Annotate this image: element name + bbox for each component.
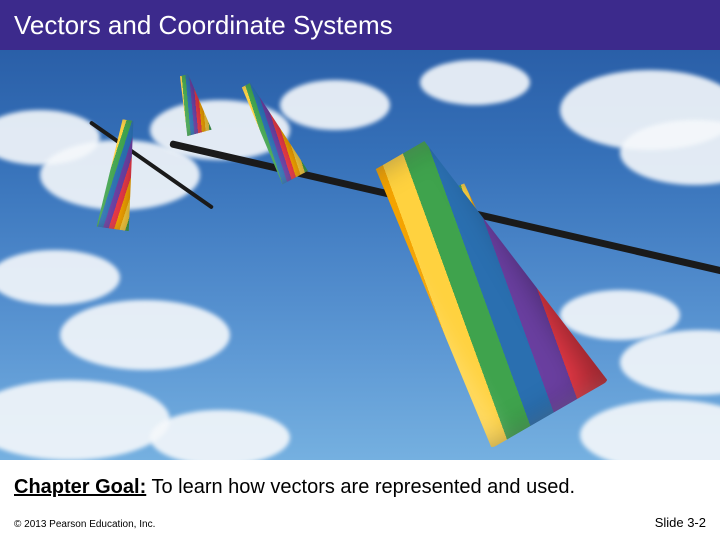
copyright-notice: © 2013 Pearson Education, Inc. <box>14 519 155 530</box>
cloud <box>280 80 390 130</box>
slide-title: Vectors and Coordinate Systems <box>14 10 393 41</box>
chapter-goal-text: To learn how vectors are represented and… <box>146 476 575 498</box>
slide-number: Slide 3-2 <box>655 515 706 530</box>
cloud <box>420 60 530 105</box>
cloud <box>150 410 290 460</box>
hero-image <box>0 50 720 460</box>
title-bar: Vectors and Coordinate Systems <box>0 0 720 50</box>
chapter-goal-label: Chapter Goal: <box>14 476 146 498</box>
chapter-goal: Chapter Goal: To learn how vectors are r… <box>0 470 720 499</box>
cloud <box>60 300 230 370</box>
